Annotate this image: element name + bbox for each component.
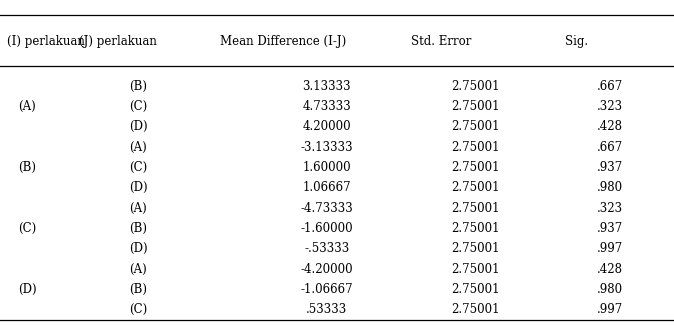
- Text: (A): (A): [129, 263, 147, 276]
- Text: (C): (C): [18, 222, 36, 235]
- Text: 2.75001: 2.75001: [451, 283, 499, 296]
- Text: 4.20000: 4.20000: [303, 120, 351, 133]
- Text: 2.75001: 2.75001: [451, 141, 499, 154]
- Text: (C): (C): [129, 303, 148, 316]
- Text: Sig.: Sig.: [565, 35, 588, 48]
- Text: .997: .997: [597, 242, 623, 255]
- Text: .667: .667: [597, 141, 623, 154]
- Text: 2.75001: 2.75001: [451, 303, 499, 316]
- Text: (A): (A): [129, 202, 147, 215]
- Text: -1.60000: -1.60000: [301, 222, 353, 235]
- Text: .937: .937: [597, 222, 623, 235]
- Text: -1.06667: -1.06667: [301, 283, 353, 296]
- Text: .53333: .53333: [306, 303, 348, 316]
- Text: 2.75001: 2.75001: [451, 181, 499, 194]
- Text: 2.75001: 2.75001: [451, 100, 499, 113]
- Text: (B): (B): [129, 80, 147, 93]
- Text: 3.13333: 3.13333: [303, 80, 351, 93]
- Text: .667: .667: [597, 80, 623, 93]
- Text: (A): (A): [129, 141, 147, 154]
- Text: -4.20000: -4.20000: [301, 263, 353, 276]
- Text: (D): (D): [18, 283, 36, 296]
- Text: (C): (C): [129, 161, 148, 174]
- Text: (B): (B): [129, 283, 147, 296]
- Text: 2.75001: 2.75001: [451, 263, 499, 276]
- Text: 2.75001: 2.75001: [451, 222, 499, 235]
- Text: 2.75001: 2.75001: [451, 161, 499, 174]
- Text: 2.75001: 2.75001: [451, 242, 499, 255]
- Text: (A): (A): [18, 100, 36, 113]
- Text: -3.13333: -3.13333: [301, 141, 353, 154]
- Text: (D): (D): [129, 120, 148, 133]
- Text: Std. Error: Std. Error: [411, 35, 472, 48]
- Text: .937: .937: [597, 161, 623, 174]
- Text: (C): (C): [129, 100, 148, 113]
- Text: (D): (D): [129, 242, 148, 255]
- Text: 1.06667: 1.06667: [303, 181, 351, 194]
- Text: -.53333: -.53333: [304, 242, 350, 255]
- Text: .428: .428: [597, 263, 623, 276]
- Text: .323: .323: [597, 100, 623, 113]
- Text: .997: .997: [597, 303, 623, 316]
- Text: .323: .323: [597, 202, 623, 215]
- Text: .428: .428: [597, 120, 623, 133]
- Text: (J) perlakuan: (J) perlakuan: [79, 35, 157, 48]
- Text: Mean Difference (I-J): Mean Difference (I-J): [220, 35, 346, 48]
- Text: 1.60000: 1.60000: [303, 161, 351, 174]
- Text: 2.75001: 2.75001: [451, 202, 499, 215]
- Text: 4.73333: 4.73333: [303, 100, 351, 113]
- Text: (I) perlakuan: (I) perlakuan: [7, 35, 85, 48]
- Text: .980: .980: [597, 283, 623, 296]
- Text: (D): (D): [129, 181, 148, 194]
- Text: 2.75001: 2.75001: [451, 80, 499, 93]
- Text: (B): (B): [129, 222, 147, 235]
- Text: 2.75001: 2.75001: [451, 120, 499, 133]
- Text: -4.73333: -4.73333: [301, 202, 353, 215]
- Text: .980: .980: [597, 181, 623, 194]
- Text: (B): (B): [18, 161, 36, 174]
